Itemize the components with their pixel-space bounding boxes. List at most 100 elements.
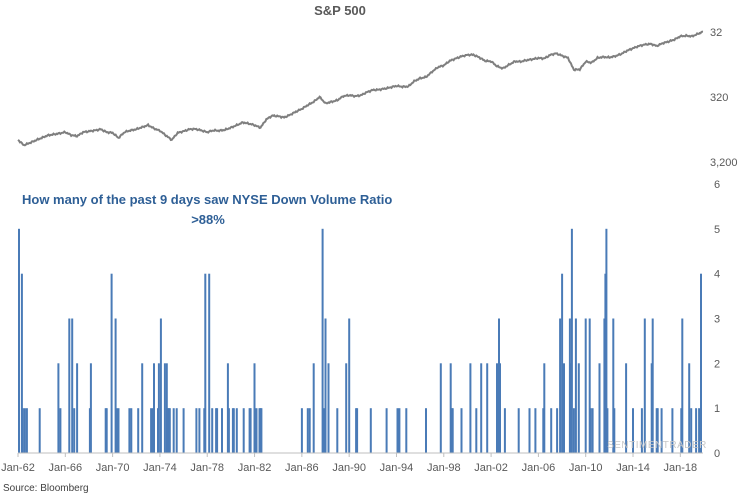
- bar: [57, 363, 60, 453]
- down-volume-bars: [18, 228, 702, 453]
- bar: [556, 408, 559, 453]
- bar: [688, 363, 691, 453]
- bar: [117, 408, 120, 453]
- bar: [561, 273, 564, 453]
- bar: [606, 408, 609, 453]
- x-tick-label: Jan-86: [285, 462, 319, 474]
- bar: [643, 318, 646, 453]
- bar: [591, 408, 594, 453]
- bar: [574, 318, 577, 453]
- bar: [698, 408, 701, 453]
- y-tick-label: 3: [714, 314, 720, 326]
- sp500-y-tick-label: 3,200: [710, 157, 738, 169]
- bar: [114, 318, 117, 453]
- bar: [306, 408, 309, 453]
- bar: [336, 408, 339, 453]
- bar: [312, 363, 315, 453]
- bar: [534, 408, 537, 453]
- x-tick-label: Jan-10: [569, 462, 603, 474]
- bar: [528, 408, 531, 453]
- bar: [671, 408, 674, 453]
- bar: [150, 408, 153, 453]
- bar: [175, 408, 178, 453]
- bar: [232, 408, 235, 453]
- bar: [348, 318, 351, 453]
- watermark: SENTIMENTRADER: [607, 440, 707, 451]
- y-tick-label: 2: [714, 358, 720, 370]
- bar: [460, 408, 463, 453]
- bar: [235, 408, 238, 453]
- bar: [625, 363, 628, 453]
- bar: [38, 408, 41, 453]
- down-volume-panel: How many of the past 9 days saw NYSE Dow…: [1, 179, 720, 474]
- bar: [159, 318, 162, 453]
- bar: [321, 228, 324, 453]
- bar: [300, 408, 303, 453]
- bar: [130, 408, 133, 453]
- bar: [172, 408, 175, 453]
- bar: [345, 363, 348, 453]
- bar: [499, 363, 501, 453]
- bar: [496, 363, 498, 453]
- bar: [195, 408, 198, 453]
- bar: [451, 408, 454, 453]
- down-volume-y-axis: 0 1 2 3 4 5 6: [714, 179, 720, 460]
- bar: [242, 408, 245, 453]
- bar: [613, 408, 616, 453]
- bar: [405, 408, 408, 453]
- bar: [89, 363, 92, 453]
- bar: [543, 363, 546, 453]
- bar: [605, 228, 608, 453]
- bar: [425, 408, 427, 453]
- bar: [20, 273, 23, 453]
- bar: [165, 363, 168, 453]
- bar: [227, 408, 230, 453]
- sp500-series-line: [17, 30, 704, 147]
- bar: [163, 363, 166, 453]
- bar: [208, 273, 211, 453]
- x-tick-label: Jan-78: [190, 462, 224, 474]
- x-tick-label: Jan-66: [48, 462, 82, 474]
- bar: [469, 363, 472, 453]
- bar: [598, 363, 601, 453]
- bar: [503, 408, 506, 453]
- x-tick-label: Jan-14: [616, 462, 650, 474]
- bar: [700, 273, 702, 453]
- x-axis: Jan-62 Jan-66 Jan-70 Jan-74 Jan-78 Jan-82 Jan-…: [1, 453, 697, 474]
- bar: [690, 408, 693, 453]
- sp500-y-tick-label: 320: [710, 92, 728, 104]
- x-tick-label: Jan-94: [380, 462, 414, 474]
- x-tick-label: Jan-82: [238, 462, 272, 474]
- bar: [110, 273, 113, 453]
- down-volume-title-line1: How many of the past 9 days saw NYSE Dow…: [22, 192, 392, 207]
- bar: [23, 408, 26, 453]
- bar: [260, 408, 263, 453]
- bar: [153, 363, 155, 453]
- bar: [115, 408, 118, 453]
- bar: [577, 363, 580, 453]
- bar: [356, 408, 359, 453]
- bar: [656, 408, 659, 453]
- x-tick-label: Jan-06: [522, 462, 556, 474]
- bar: [588, 318, 591, 453]
- bar: [480, 363, 483, 453]
- y-tick-label: 1: [714, 403, 720, 415]
- y-tick-label: 0: [714, 448, 720, 460]
- bar: [253, 363, 256, 453]
- bar: [589, 408, 592, 453]
- sp500-title: S&P 500: [314, 3, 366, 18]
- bar: [141, 363, 144, 453]
- bar: [572, 408, 575, 453]
- bar: [550, 408, 553, 453]
- bar: [198, 408, 201, 453]
- bar: [182, 408, 185, 453]
- bar: [327, 363, 330, 453]
- bar: [211, 408, 214, 453]
- y-tick-label: 4: [714, 269, 720, 281]
- bar: [25, 408, 28, 453]
- bar: [105, 408, 108, 453]
- bar: [584, 318, 587, 453]
- y-tick-label: 6: [714, 179, 720, 191]
- down-volume-title-line2: >88%: [191, 212, 225, 227]
